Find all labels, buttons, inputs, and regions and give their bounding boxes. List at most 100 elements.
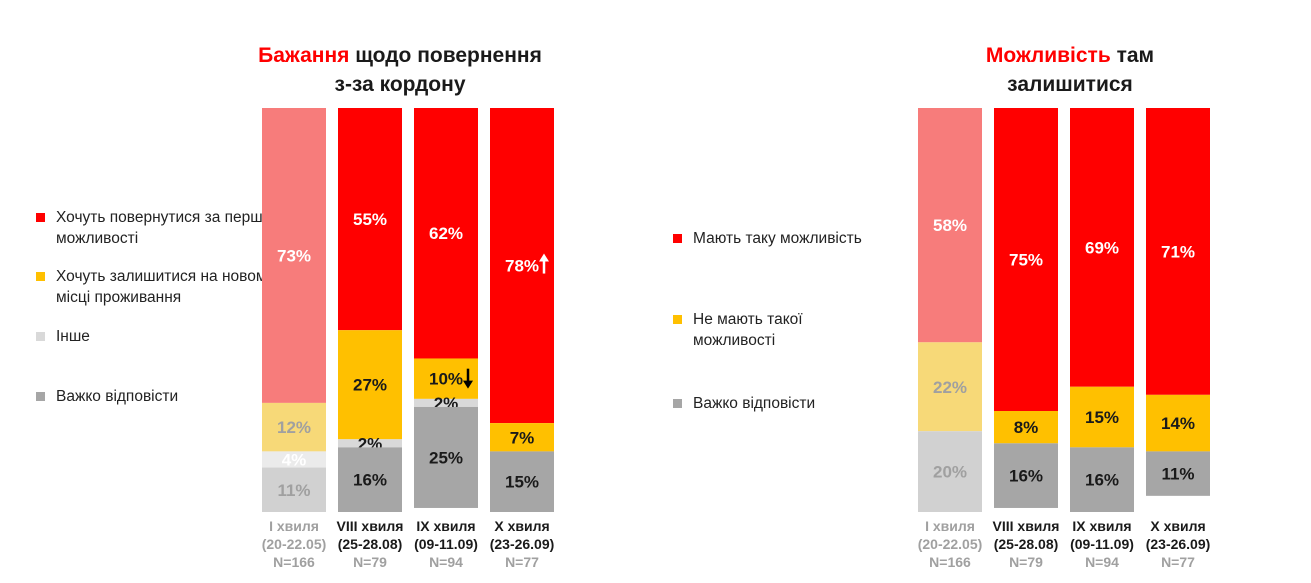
tick-label-wave: VIII хвиля: [993, 518, 1060, 534]
data-label: 12%: [277, 418, 311, 437]
bar-segment-мають-таку-можливість: [1146, 108, 1210, 395]
tick-label-wave: VIII хвиля: [337, 518, 404, 534]
data-label: 11%: [1161, 465, 1194, 484]
data-label: 11%: [277, 481, 310, 500]
data-label: 25%: [429, 448, 463, 467]
legend-swatch-red: [673, 234, 682, 243]
data-label: 14%: [1161, 414, 1195, 433]
data-label: 27%: [353, 376, 387, 395]
tick-label-dates: (09-11.09): [1070, 536, 1134, 552]
legend-label: Хочуть залишитися на новому місці прожив…: [56, 268, 275, 306]
tick-label-dates: (25-28.08): [338, 536, 403, 552]
legend-swatch-yellow: [673, 315, 682, 324]
legend-item-want-return: Хочуть повернутися за першої можливості: [36, 207, 296, 249]
legend-item-hard-to-say: Важко відповісти: [673, 393, 933, 414]
data-label: 73%: [277, 246, 311, 265]
legend-swatch-yellow: [36, 272, 45, 281]
chart-title-return-desire: Бажання щодо повернення з-за кордону: [230, 41, 570, 99]
data-label: 69%: [1085, 238, 1119, 257]
data-label: 15%: [1085, 408, 1119, 427]
bar-segment-інше: [262, 451, 326, 468]
data-label: 4%: [282, 450, 307, 469]
tick-label-wave: І хвиля: [269, 518, 319, 534]
data-label: 78%: [505, 257, 539, 276]
bar-segment-важко-відповісти: [1146, 451, 1210, 496]
title-accent: Можливість: [985, 44, 1111, 67]
bar-segment-хочуть-повернутися-за-першої-можливості: [338, 108, 402, 331]
tick-label-sample-size: N=77: [505, 554, 539, 570]
bar-segment-хочуть-залишитися-на-новому-місці-проживання: [262, 402, 326, 452]
tick-label-sample-size: N=166: [273, 554, 315, 570]
bar-segment-хочуть-залишитися-на-новому-місці-проживання: [490, 423, 554, 452]
tick-label-wave: IX хвиля: [416, 518, 475, 534]
tick-label-dates: (23-26.09): [1146, 536, 1211, 552]
bar-segment-мають-таку-можливість: [1070, 108, 1134, 387]
tick-label-wave: IX хвиля: [1072, 518, 1131, 534]
data-label: 10%: [429, 370, 463, 389]
legend-item-have-possibility: Мають таку можливість: [673, 228, 933, 249]
data-label: 58%: [933, 216, 967, 235]
arrow-up-icon-head: [539, 253, 549, 262]
bar-segment-важко-відповісти: [414, 406, 478, 508]
tick-label-dates: (09-11.09): [414, 536, 478, 552]
data-label: 8%: [1014, 418, 1039, 437]
bar-segment-не-мають-такої-можливості: [1070, 386, 1134, 448]
data-label: 16%: [353, 471, 387, 490]
tick-label-sample-size: N=79: [353, 554, 387, 570]
legend-label: Важко відповісти: [693, 395, 816, 412]
tick-label-sample-size: N=94: [429, 554, 463, 570]
legend-label: Не мають такої можливості: [693, 311, 803, 349]
data-label: 15%: [505, 473, 539, 492]
bar-segment-важко-відповісти: [338, 447, 402, 512]
tick-label-wave: X хвиля: [1150, 518, 1205, 534]
legend-item-hard-to-say: Важко відповісти: [36, 386, 296, 407]
tick-label-dates: (20-22.05): [262, 536, 327, 552]
title-rest: там: [1110, 44, 1155, 67]
tick-label-sample-size: N=77: [1161, 554, 1195, 570]
bar-segment-важко-відповісти: [262, 467, 326, 512]
legend-swatch-light-gray: [36, 332, 45, 341]
data-label: 20%: [933, 463, 967, 482]
legend-item-want-stay: Хочуть залишитися на новому місці прожив…: [36, 266, 296, 308]
tick-label-wave: І хвиля: [925, 518, 975, 534]
title-line2: з-за кордону: [334, 73, 466, 96]
legend-label: Важко відповісти: [56, 388, 179, 405]
data-label: 75%: [1009, 251, 1043, 270]
legend-item-other: Інше: [36, 326, 296, 347]
title-rest: щодо повернення: [349, 44, 542, 67]
bar-segment-не-мають-такої-можливості: [1146, 394, 1210, 452]
legend-label: Інше: [56, 328, 90, 345]
bar-segment-хочуть-повернутися-за-першої-можливості: [414, 108, 478, 359]
data-label: 55%: [353, 210, 387, 229]
legend-label: Мають таку можливість: [693, 230, 862, 247]
arrow-down-icon-head: [463, 380, 473, 389]
tick-label-dates: (20-22.05): [918, 536, 983, 552]
title-line2: залишитися: [1007, 73, 1133, 96]
data-label: 71%: [1161, 242, 1195, 261]
bar-segment-не-мають-такої-можливості: [918, 342, 982, 432]
tick-label-sample-size: N=79: [1009, 554, 1043, 570]
data-label: 16%: [1009, 467, 1043, 486]
bar-segment-хочуть-залишитися-на-новому-місці-проживання: [338, 330, 402, 440]
legend-swatch-dark-gray: [673, 399, 682, 408]
bar-segment-хочуть-повернутися-за-першої-можливості: [262, 108, 326, 403]
tick-label-dates: (25-28.08): [994, 536, 1059, 552]
tick-label-sample-size: N=166: [929, 554, 971, 570]
bar-segment-важко-відповісти: [490, 451, 554, 512]
bar-segment-не-мають-такої-можливості: [994, 411, 1058, 444]
data-label: 22%: [933, 378, 967, 397]
chart-title-stay-possibility: Можливість там залишитися: [920, 41, 1220, 99]
bar-segment-інше: [414, 398, 478, 407]
tick-label-wave: X хвиля: [494, 518, 549, 534]
title-accent: Бажання: [258, 44, 350, 67]
data-label: 62%: [429, 224, 463, 243]
bar-segment-мають-таку-можливість: [994, 108, 1058, 411]
data-label: 7%: [510, 428, 535, 447]
bar-segment-важко-відповісти: [1070, 447, 1134, 512]
bar-segment-інше: [338, 439, 402, 448]
tick-label-sample-size: N=94: [1085, 554, 1119, 570]
tick-label-dates: (23-26.09): [490, 536, 555, 552]
legend-label: Хочуть повернутися за першої можливості: [56, 209, 276, 247]
bar-segment-важко-відповісти: [918, 431, 982, 512]
